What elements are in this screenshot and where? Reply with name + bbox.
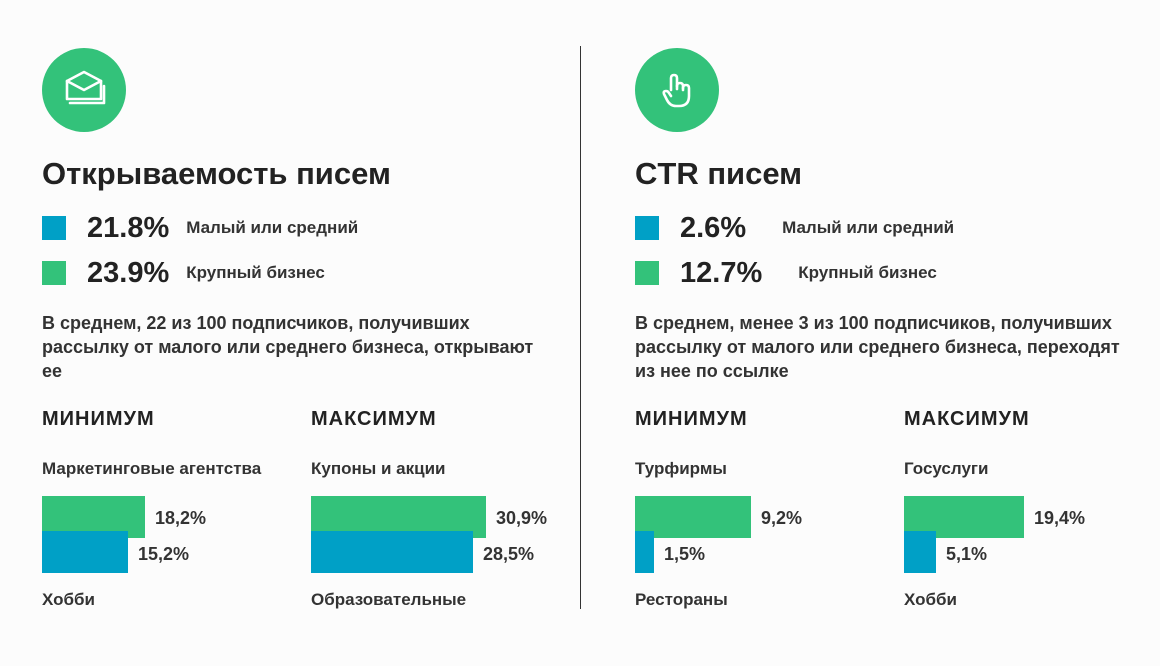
- data-label: 1,5%: [664, 544, 706, 564]
- section-heading-max: МАКСИМУМ: [311, 408, 437, 430]
- open-rate-panel: Открываемость писем 21.8% Малый или сред…: [42, 0, 562, 666]
- category-label: Хобби: [904, 590, 957, 609]
- bar-top: [635, 496, 751, 538]
- description: В среднем, менее 3 из 100 подписчиков, п…: [635, 313, 1120, 381]
- stat-row-large: 23.9% Крупный бизнес: [42, 253, 325, 293]
- bar-bottom: [311, 531, 473, 573]
- data-label: 30,9%: [496, 508, 548, 528]
- envelope-icon: [65, 70, 106, 105]
- stat-value: 12.7%: [680, 256, 763, 289]
- category-label: Турфирмы: [635, 459, 727, 478]
- category-label: Маркетинговые агентства: [42, 459, 262, 478]
- description: В среднем, 22 из 100 подписчиков, получи…: [42, 313, 534, 381]
- bar-group: 19,4% 5,1%: [904, 496, 1154, 574]
- stat-value: 21.8%: [87, 211, 170, 244]
- section-heading-min: МИНИМУМ: [42, 408, 155, 430]
- category-label: Хобби: [42, 590, 95, 609]
- bar-group: 9,2% 1,5%: [635, 496, 885, 574]
- bar-bottom: [904, 531, 936, 573]
- pointer-hand-icon: [662, 73, 691, 108]
- category-label: Образовательные: [311, 590, 467, 609]
- chart-title: Открываемость писем: [42, 156, 391, 191]
- chart-title: CTR писем: [635, 156, 803, 191]
- icon-circle: [42, 48, 126, 132]
- data-label: 18,2%: [155, 508, 207, 528]
- legend-swatch-green: [635, 261, 659, 285]
- stat-value: 23.9%: [87, 256, 170, 289]
- section-heading-max: МАКСИМУМ: [904, 408, 1030, 430]
- bar-bottom: [42, 531, 128, 573]
- category-label: Госуслуги: [904, 459, 989, 478]
- stat-label: Крупный бизнес: [798, 263, 937, 282]
- data-label: 28,5%: [483, 544, 535, 564]
- bar-bottom: [635, 531, 654, 573]
- section-heading-min: МИНИМУМ: [635, 408, 748, 430]
- stat-row-small-medium: 21.8% Малый или средний: [42, 208, 358, 248]
- data-label: 5,1%: [946, 544, 988, 564]
- category-label: Купоны и акции: [311, 459, 446, 478]
- legend-swatch-green: [42, 261, 66, 285]
- legend-swatch-blue: [42, 216, 66, 240]
- stat-label: Крупный бизнес: [186, 263, 325, 282]
- ctr-panel: CTR писем 2.6% Малый или средний 12.7% К…: [635, 0, 1155, 666]
- category-label: Рестораны: [635, 590, 728, 609]
- stat-value: 2.6%: [680, 211, 747, 244]
- data-label: 19,4%: [1034, 508, 1086, 528]
- bar-group: 30,9% 28,5%: [311, 496, 561, 574]
- stat-row-small-medium: 2.6% Малый или средний: [635, 208, 954, 248]
- data-label: 15,2%: [138, 544, 190, 564]
- stat-label: Малый или средний: [782, 218, 955, 237]
- stat-label: Малый или средний: [186, 218, 359, 237]
- bar-group: 18,2% 15,2%: [42, 496, 292, 574]
- icon-circle: [635, 48, 719, 132]
- legend-swatch-blue: [635, 216, 659, 240]
- stat-row-large: 12.7% Крупный бизнес: [635, 253, 937, 293]
- data-label: 9,2%: [761, 508, 803, 528]
- panel-divider: [580, 46, 581, 609]
